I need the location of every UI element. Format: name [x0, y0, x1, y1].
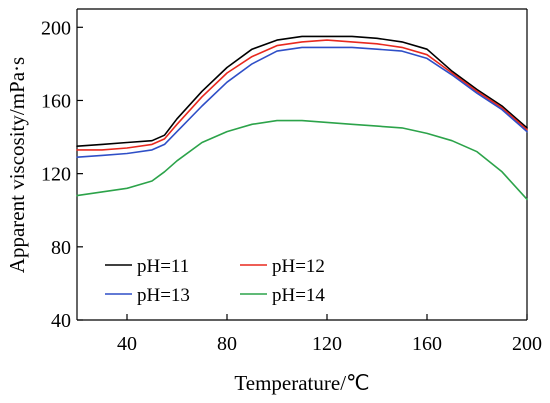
ticks: 40 80 120 160 200 40 80 120 160 200	[41, 17, 542, 355]
x-tick-label: 160	[412, 333, 442, 355]
y-tick-label: 160	[41, 90, 71, 112]
series-layer	[76, 35, 528, 201]
y-tick-label: 120	[41, 164, 71, 186]
x-axis-label: Temperature/℃	[234, 371, 369, 395]
legend-item: pH=11	[105, 256, 189, 277]
series-line-ph-13	[76, 46, 528, 158]
legend-item: pH=14	[240, 285, 325, 306]
y-tick-label: 80	[51, 237, 71, 259]
series-line-ph-12	[76, 39, 528, 151]
plot-frame	[76, 8, 528, 321]
legend-item: pH=12	[240, 256, 325, 277]
legend: pH=11 pH=12 pH=13 pH=14	[105, 256, 325, 306]
series-line-ph-14	[76, 119, 528, 201]
legend-item: pH=13	[105, 285, 190, 306]
x-tick-label: 200	[512, 333, 542, 355]
x-tick-label: 80	[217, 333, 237, 355]
x-tick-label: 40	[117, 333, 137, 355]
x-tick-label: 120	[312, 333, 342, 355]
legend-label: pH=14	[272, 285, 325, 306]
y-axis-label: Apparent viscosity/mPa·s	[5, 57, 29, 273]
legend-label: pH=12	[272, 256, 325, 277]
y-tick-label: 40	[51, 310, 71, 332]
y-tick-label: 200	[41, 17, 71, 39]
legend-label: pH=11	[137, 256, 189, 277]
series-line-ph-11	[76, 35, 528, 147]
legend-label: pH=13	[137, 285, 190, 306]
